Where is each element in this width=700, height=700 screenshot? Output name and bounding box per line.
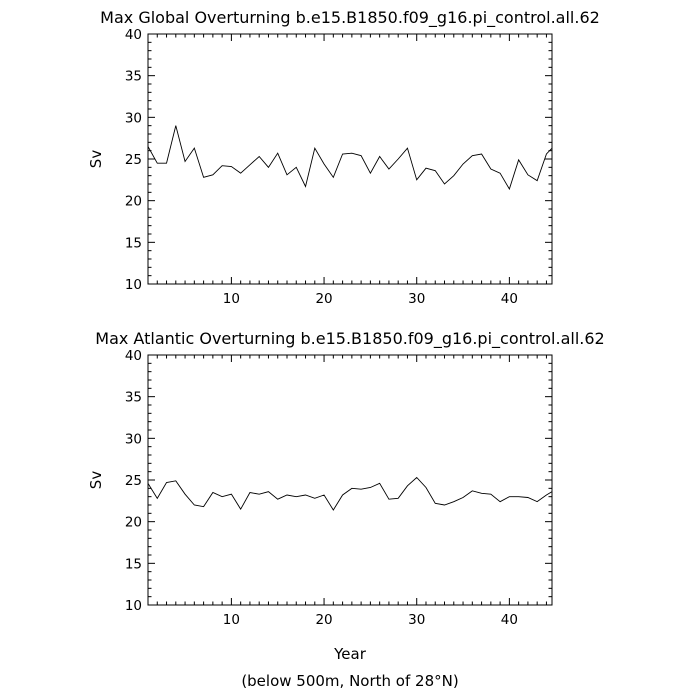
atlantic-x-tick-label: 40 <box>501 612 518 628</box>
global-x-tick-label: 30 <box>408 291 425 307</box>
global-y-tick-label: 25 <box>125 152 142 168</box>
global-y-axis-label: Sv <box>87 150 105 169</box>
atlantic-x-axis-label: Year <box>333 645 367 663</box>
global-y-tick-label: 30 <box>125 110 142 126</box>
figure-caption: (below 500m, North of 28°N) <box>241 672 458 690</box>
atlantic-y-tick-label: 40 <box>125 348 142 364</box>
atlantic-overturning-series-line <box>147 476 553 511</box>
global-overturning-series-line <box>147 125 553 191</box>
atlantic-overturning-panel: Max Atlantic Overturning b.e15.B1850.f09… <box>87 329 605 663</box>
atlantic-plot-frame <box>147 354 553 606</box>
atlantic-axis-ticks <box>147 354 552 606</box>
atlantic-x-tick-labels: 10 20 30 40 <box>223 612 518 628</box>
global-x-tick-label: 20 <box>315 291 332 307</box>
global-y-tick-label: 20 <box>125 194 142 210</box>
global-x-tick-labels: 10 20 30 40 <box>223 291 518 307</box>
global-y-tick-label: 15 <box>125 235 142 251</box>
atlantic-x-tick-label: 10 <box>223 612 240 628</box>
atlantic-y-tick-label: 10 <box>125 598 142 614</box>
atlantic-x-tick-label: 20 <box>315 612 332 628</box>
global-y-tick-label: 40 <box>125 27 142 43</box>
atlantic-y-tick-labels: 10 15 20 25 30 35 40 <box>125 348 142 614</box>
atlantic-y-tick-label: 30 <box>125 431 142 447</box>
atlantic-y-tick-label: 15 <box>125 556 142 572</box>
global-axis-ticks <box>147 33 552 285</box>
global-x-tick-label: 40 <box>501 291 518 307</box>
global-plot-frame <box>147 33 553 285</box>
atlantic-y-tick-label: 35 <box>125 390 142 406</box>
global-chart-title: Max Global Overturning b.e15.B1850.f09_g… <box>100 8 600 28</box>
atlantic-y-tick-label: 20 <box>125 515 142 531</box>
global-y-tick-label: 35 <box>125 69 142 85</box>
atlantic-y-axis-label: Sv <box>87 471 105 490</box>
atlantic-x-tick-label: 30 <box>408 612 425 628</box>
atlantic-chart-title: Max Atlantic Overturning b.e15.B1850.f09… <box>95 329 604 349</box>
atlantic-y-tick-label: 25 <box>125 473 142 489</box>
global-y-tick-label: 10 <box>125 277 142 293</box>
global-overturning-panel: Max Global Overturning b.e15.B1850.f09_g… <box>87 8 600 307</box>
global-x-tick-label: 10 <box>223 291 240 307</box>
global-y-tick-labels: 10 15 20 25 30 35 40 <box>125 27 142 293</box>
